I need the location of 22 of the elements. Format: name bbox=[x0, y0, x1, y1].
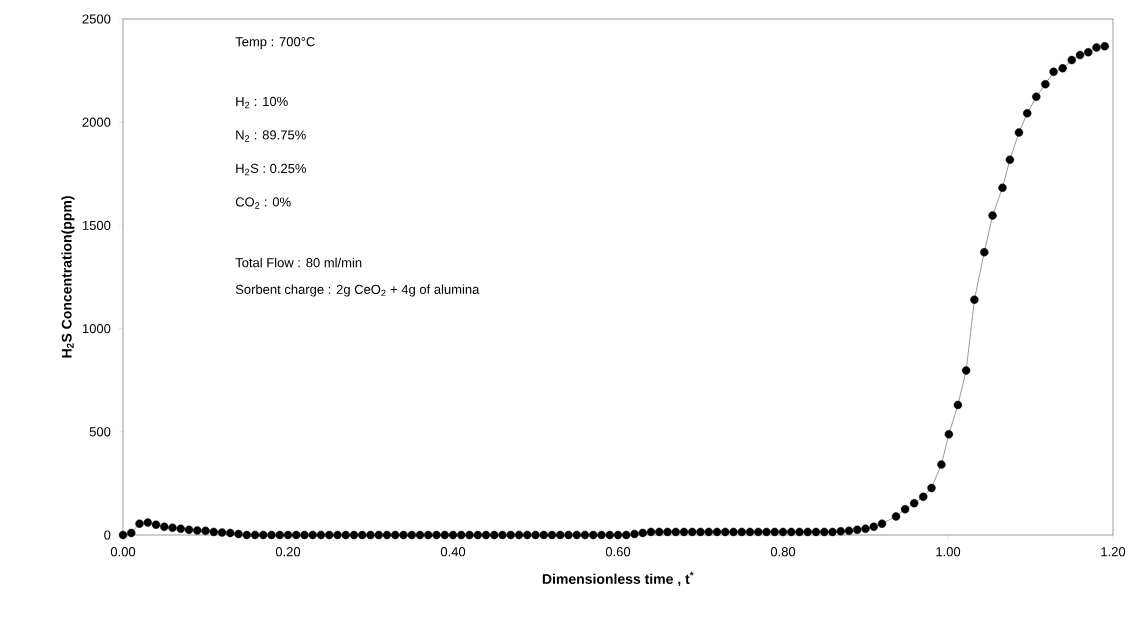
x-tick-label: 0.80 bbox=[770, 547, 796, 557]
y-tick-label: 2500 bbox=[82, 14, 111, 24]
annotation: H$_{2}$ : 10% bbox=[236, 96, 288, 109]
annotation: H$_{2}$S : 0.25% bbox=[236, 163, 307, 176]
x-axis-title: Dimensionless time , t$^{*}$ bbox=[542, 571, 694, 586]
annotation: Temp : 700°C bbox=[235, 37, 315, 49]
x-tick-label: 0.00 bbox=[110, 547, 136, 557]
x-tick-label: 0.60 bbox=[605, 547, 631, 557]
y-tick-label: 2000 bbox=[82, 117, 111, 127]
x-tick-label: 1.20 bbox=[1101, 547, 1126, 557]
x-tick-label: 1.00 bbox=[936, 547, 961, 557]
y-tick-label: 0 bbox=[104, 530, 111, 540]
annotation: Total Flow : 80 ml/min bbox=[235, 257, 362, 268]
y-tick-label: 1000 bbox=[82, 323, 111, 334]
annotation: CO$_{2}$ : 0% bbox=[235, 197, 291, 209]
annotation: Sorbent charge : 2g CeO$_{2}$ + 4g of alumina bbox=[235, 284, 480, 297]
y-tick-label: 500 bbox=[89, 427, 111, 437]
y-axis-title: H$_{2}$S Concentration(ppm) bbox=[61, 196, 75, 358]
x-tick-label: 0.20 bbox=[275, 547, 301, 557]
x-tick-label: 0.40 bbox=[440, 547, 466, 557]
annotation: N$_{2}$ : 89.75% bbox=[236, 130, 306, 142]
y-tick-label: 1500 bbox=[82, 220, 111, 230]
